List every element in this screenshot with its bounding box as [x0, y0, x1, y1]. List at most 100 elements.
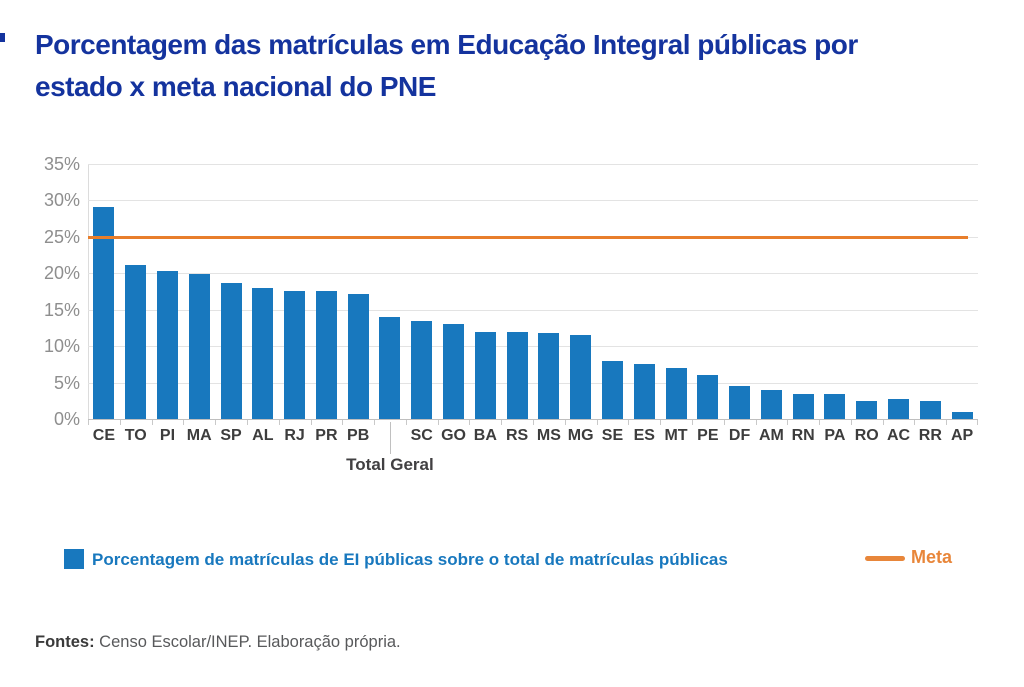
x-axis-label-GO: GO [441, 427, 466, 444]
x-axis-label-ES: ES [633, 427, 655, 444]
x-axis-tick [437, 420, 439, 425]
x-axis-tick [119, 420, 121, 425]
bar-GO [443, 323, 465, 419]
x-axis-tick [628, 420, 630, 425]
x-axis-label-BA: BA [473, 427, 497, 444]
bar-RO [856, 400, 878, 419]
x-axis-tick [151, 420, 153, 425]
x-axis-tick [691, 420, 693, 425]
y-axis-label-20: 20% [43, 263, 80, 284]
y-axis-label-0: 0% [53, 409, 80, 429]
y-axis-label-15: 15% [43, 299, 80, 320]
x-axis-tick [183, 420, 185, 425]
x-axis-tick [946, 420, 948, 425]
x-axis-tick [246, 420, 248, 425]
bar-MA [188, 274, 210, 419]
x-axis-label-MT: MT [664, 427, 688, 444]
x-axis-line [88, 419, 978, 420]
bar-PR [315, 290, 337, 419]
x-axis-label-MA: MA [186, 427, 212, 444]
y-axis-line [88, 164, 89, 419]
x-axis-label-AC: AC [886, 427, 911, 444]
x-axis-label-RR: RR [918, 427, 942, 444]
bar-CE [93, 206, 115, 419]
bar-AL [252, 287, 274, 419]
bar-PA [824, 393, 846, 419]
x-axis-tick [850, 420, 852, 425]
y-axis-label-10: 10% [43, 336, 80, 357]
x-axis-tick [405, 420, 407, 425]
gridline-30 [88, 200, 978, 202]
y-axis-label-25: 25% [43, 226, 80, 247]
x-axis-tick [374, 420, 376, 425]
chart-title-line1: Porcentagem das matrículas em Educação I… [35, 29, 858, 60]
x-axis-tick [787, 420, 789, 425]
bar-SE [601, 361, 623, 419]
x-axis-tick [819, 420, 821, 425]
x-axis-tick [278, 420, 280, 425]
x-axis-label-RO: RO [854, 427, 879, 444]
y-axis-label-30: 30% [43, 190, 80, 211]
legend-meta-label: Meta [911, 547, 953, 567]
gridline-10 [88, 346, 978, 348]
x-axis-tick [882, 420, 884, 425]
x-axis-label-AL: AL [252, 427, 274, 444]
bar-RS [506, 331, 528, 419]
bar-SC [411, 320, 433, 419]
legend-series-swatch-icon [64, 549, 84, 569]
total-geral-tick [389, 422, 391, 454]
bar-ES [633, 364, 655, 419]
total-geral-label: Total Geral [346, 455, 434, 474]
x-axis-label-PR: PR [315, 427, 338, 444]
gridline-35 [88, 164, 978, 165]
x-axis-tick [977, 420, 978, 425]
x-axis-label-MG: MG [567, 427, 594, 444]
x-axis-tick [469, 420, 471, 425]
bar-SP [220, 283, 242, 419]
x-axis-label-MS: MS [536, 427, 561, 444]
x-axis-tick [914, 420, 916, 425]
x-axis-tick [723, 420, 725, 425]
bar-MG [570, 335, 592, 419]
legend-meta-line-icon [865, 556, 905, 561]
bar-MS [538, 333, 560, 419]
x-axis-tick [215, 420, 217, 425]
corner-crop-mark [0, 33, 5, 42]
bar-MT [665, 368, 687, 419]
x-axis-tick [755, 420, 757, 425]
bar-RR [919, 400, 941, 419]
x-axis-label-PA: PA [824, 427, 846, 444]
bar-AC [888, 399, 910, 419]
source-note: Fontes: Censo Escolar/INEP. Elaboração p… [35, 633, 401, 652]
y-axis-label-35: 35% [43, 154, 80, 174]
gridline-15 [88, 309, 978, 311]
gridline-20 [88, 273, 978, 275]
x-axis-label-RN: RN [791, 427, 815, 444]
bar-DF [729, 386, 751, 419]
x-axis-label-SP: SP [220, 427, 242, 444]
bar-PE [697, 375, 719, 419]
x-axis-label-RS: RS [505, 427, 529, 444]
bar-TO [125, 265, 147, 419]
bar-total-geral [379, 317, 401, 419]
source-note-text: Censo Escolar/INEP. Elaboração própria. [94, 633, 401, 651]
x-axis-tick [533, 420, 534, 425]
bar-RN [792, 393, 814, 419]
x-axis-label-RJ: RJ [284, 427, 305, 444]
x-axis-label-CE: CE [92, 427, 116, 444]
x-axis-label-SC: SC [410, 427, 433, 444]
bar-RJ [284, 290, 306, 419]
chart-title-line2: estado x meta nacional do PNE [35, 71, 436, 102]
x-axis-label-SE: SE [601, 427, 624, 444]
x-axis-label-PI: PI [159, 427, 176, 444]
gridline-5 [88, 382, 978, 384]
chart-title: Porcentagem das matrículas em Educação I… [35, 24, 995, 108]
bar-BA [474, 331, 496, 419]
x-axis-label-PE: PE [697, 427, 719, 444]
source-note-prefix: Fontes: [35, 633, 95, 651]
x-axis-tick [564, 420, 566, 425]
x-axis-tick [596, 420, 598, 425]
x-axis-label-TO: TO [124, 427, 147, 444]
x-axis-label-DF: DF [728, 427, 751, 444]
